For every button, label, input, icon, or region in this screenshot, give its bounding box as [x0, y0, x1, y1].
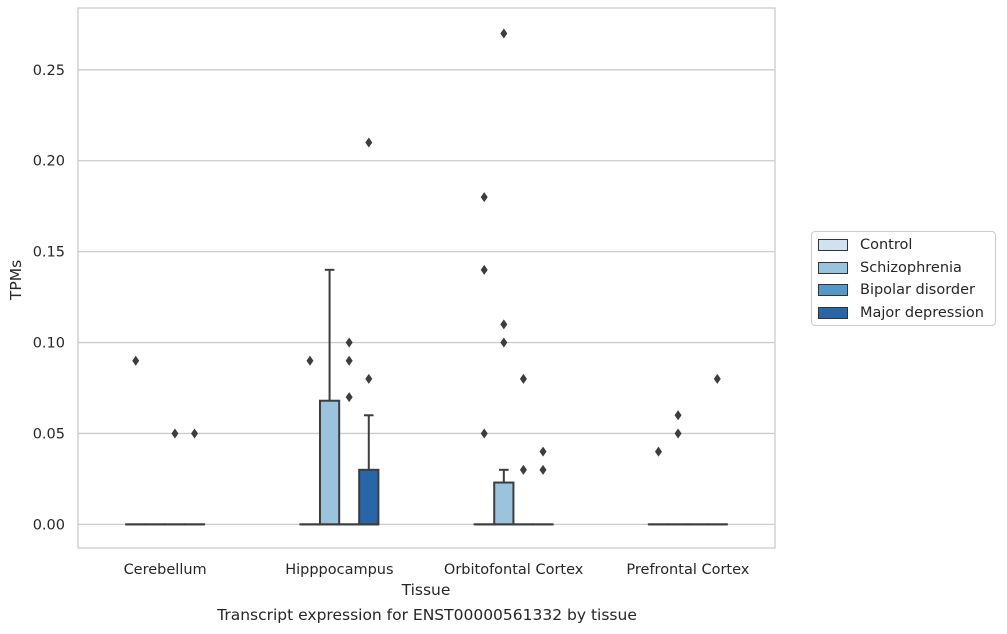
- outlier-point: [713, 373, 721, 384]
- outlier-point: [345, 392, 353, 403]
- box-control-cerebellum: [125, 355, 147, 526]
- box-bipolar-disorder-hipppocampus: [338, 337, 360, 526]
- legend-label-control: Control: [860, 237, 913, 253]
- figure-caption: Transcript expression for ENST0000056133…: [217, 606, 637, 624]
- box: [358, 468, 380, 526]
- y-tick-label: 0.15: [33, 245, 65, 261]
- box-major-depression-cerebellum: [183, 428, 206, 526]
- x-tick-label: Orbitofontal Cortex: [444, 562, 584, 578]
- box-bipolar-disorder-orbitofontal-cortex: [512, 373, 535, 526]
- legend-item-major-depression: Major depression: [818, 303, 984, 323]
- box-schizophrenia-hipppocampus: [318, 268, 341, 526]
- box-control-prefrontal-cortex: [647, 446, 670, 526]
- legend-swatch-bipolar-disorder: [818, 284, 848, 296]
- y-axis-ticks: 0.00 0.05 0.10 0.15 0.20 0.25: [33, 63, 65, 534]
- outlier-point: [519, 464, 527, 475]
- legend-item-control: Control: [818, 235, 912, 255]
- y-axis-label: TPMs: [7, 260, 25, 301]
- outlier-point: [345, 337, 353, 348]
- box-major-depression-orbitofontal-cortex: [532, 446, 554, 526]
- box-control-orbitofontal-cortex: [473, 192, 495, 526]
- outlier-point: [171, 428, 179, 439]
- box-major-depression-hipppocampus: [358, 137, 380, 526]
- y-tick-label: 0.25: [33, 63, 65, 79]
- outlier-point: [539, 446, 547, 457]
- outlier-point: [132, 355, 140, 366]
- outlier-point: [519, 373, 527, 384]
- outlier-point: [674, 428, 682, 439]
- box-schizophrenia-prefrontal-cortex: [667, 410, 689, 526]
- legend-swatch-schizophrenia: [818, 262, 848, 274]
- y-tick-label: 0.20: [33, 154, 65, 170]
- legend-item-schizophrenia: Schizophrenia: [818, 258, 962, 278]
- outlier-point: [500, 319, 508, 330]
- box-schizophrenia-orbitofontal-cortex: [493, 28, 515, 526]
- x-tick-label: Prefrontal Cortex: [626, 562, 749, 578]
- box-major-depression-prefrontal-cortex: [706, 373, 728, 526]
- outlier-point: [539, 464, 547, 475]
- outlier-point: [345, 355, 353, 366]
- y-tick-label: 0.10: [33, 336, 65, 352]
- y-tick-label: 0.00: [33, 517, 65, 533]
- legend-label-bipolar-disorder: Bipolar disorder: [860, 282, 975, 298]
- legend: Control Schizophrenia Bipolar disorder M…: [811, 231, 996, 326]
- box-bipolar-disorder-cerebellum: [164, 428, 186, 526]
- outlier-point: [674, 410, 682, 421]
- legend-item-bipolar-disorder: Bipolar disorder: [818, 280, 975, 300]
- grid-lines: [78, 69, 775, 526]
- outlier-point: [654, 446, 662, 457]
- x-axis-ticks: Cerebellum Hipppocampus Orbitofontal Corte…: [124, 562, 750, 578]
- x-axis-label: Tissue: [401, 581, 451, 599]
- box: [318, 399, 341, 526]
- plot-frame: [77, 7, 776, 549]
- legend-swatch-control: [818, 239, 848, 251]
- outlier-point: [480, 192, 488, 203]
- outlier-point: [306, 355, 314, 366]
- x-tick-label: Hipppocampus: [285, 562, 393, 578]
- outlier-point: [365, 373, 373, 384]
- outlier-point: [365, 137, 373, 148]
- x-tick-label: Cerebellum: [124, 562, 207, 578]
- outlier-point: [480, 428, 488, 439]
- box-groups: [125, 28, 728, 526]
- box-control-hipppocampus: [299, 355, 321, 526]
- outlier-point: [191, 428, 199, 439]
- box: [493, 481, 515, 526]
- outlier-point: [500, 337, 508, 348]
- legend-swatch-major-depression: [818, 307, 848, 319]
- legend-label-schizophrenia: Schizophrenia: [860, 260, 962, 276]
- legend-label-major-depression: Major depression: [860, 305, 984, 321]
- outlier-point: [500, 28, 508, 39]
- y-tick-label: 0.05: [33, 426, 65, 442]
- outlier-point: [480, 264, 488, 275]
